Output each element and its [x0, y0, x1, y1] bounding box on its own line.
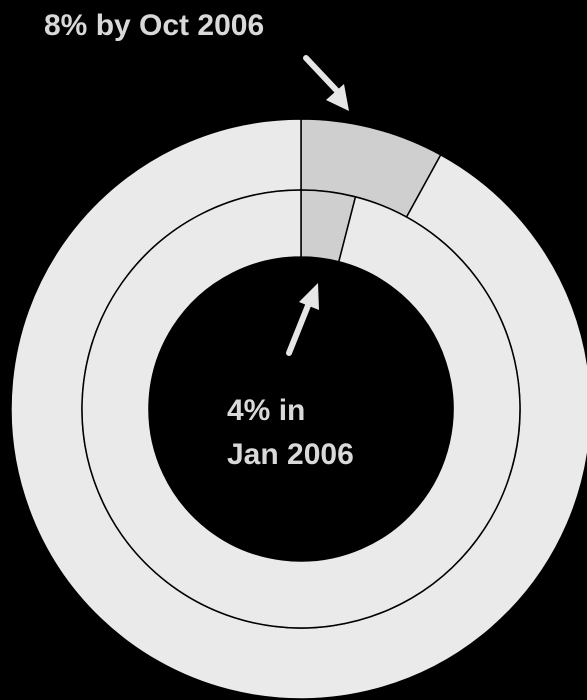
inner-annotation-arrow	[286, 283, 319, 356]
outer-annotation-label: 8% by Oct 2006	[44, 9, 264, 42]
inner-annotation-label-line-1: 4% in	[227, 394, 305, 427]
donut-center-hole	[149, 257, 453, 561]
outer-annotation-arrow	[303, 55, 349, 111]
inner-annotation-label-line-2: Jan 2006	[227, 438, 354, 471]
